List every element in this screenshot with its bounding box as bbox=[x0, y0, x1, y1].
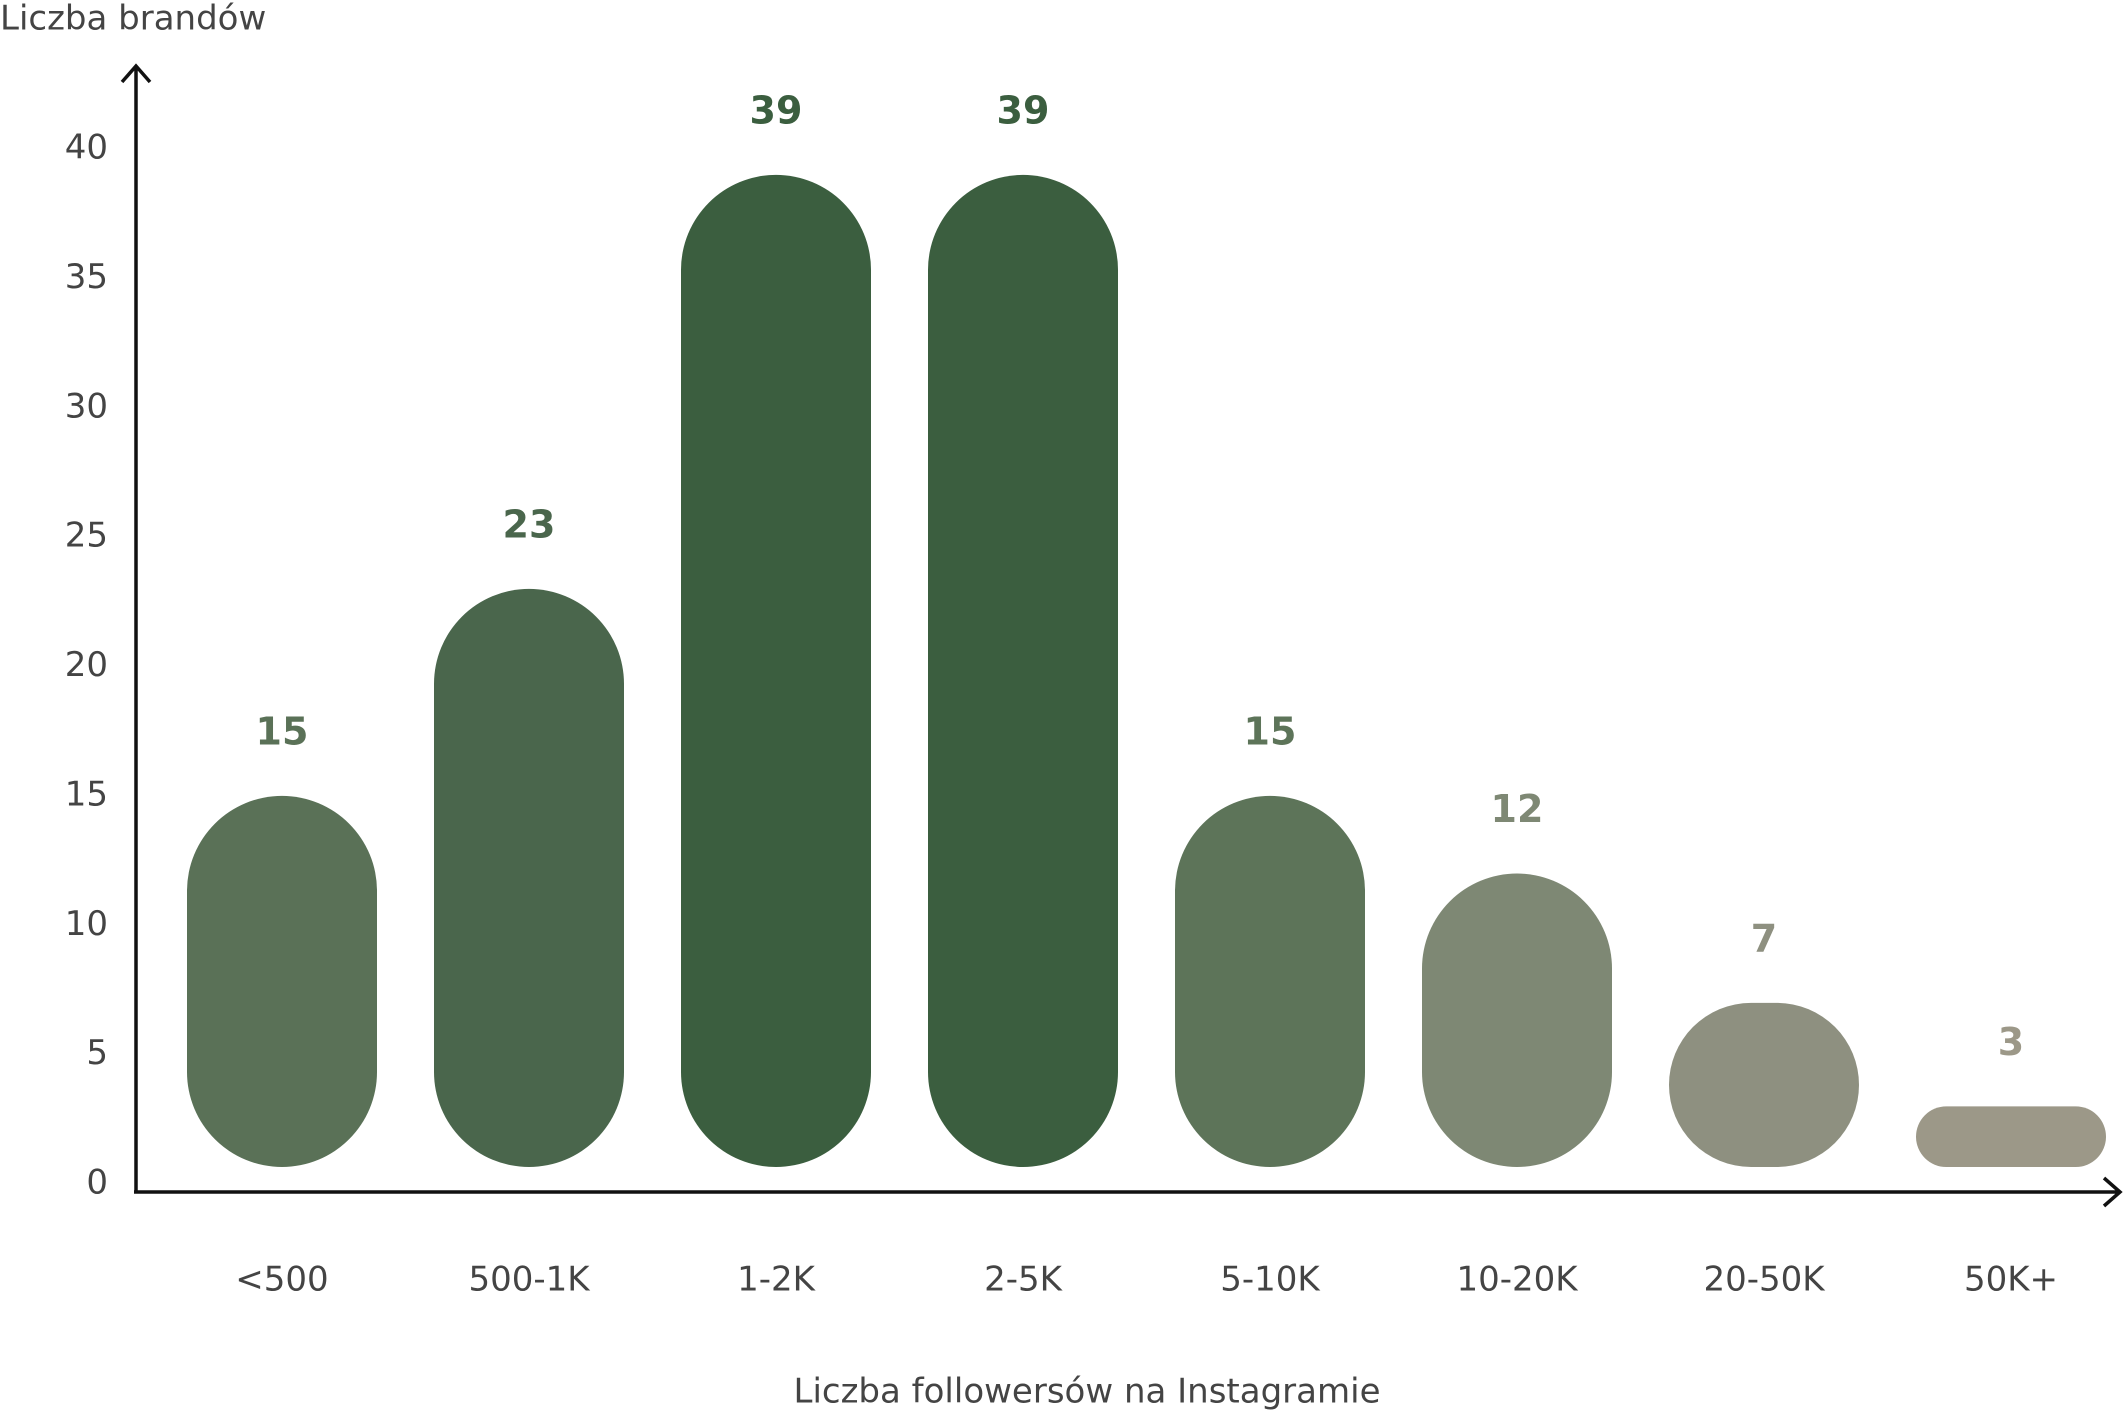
y-tick-label: 35 bbox=[65, 257, 108, 297]
y-tick-label: 10 bbox=[65, 904, 108, 944]
y-tick-label: 30 bbox=[65, 386, 108, 426]
value-label: 23 bbox=[503, 502, 556, 546]
y-axis-label: Liczba brandów bbox=[0, 0, 266, 39]
bar bbox=[1422, 873, 1612, 1167]
x-tick-label: <500 bbox=[235, 1260, 328, 1300]
bar bbox=[1916, 1106, 2106, 1167]
value-label: 3 bbox=[1998, 1020, 2024, 1064]
x-tick-label: 500-1K bbox=[468, 1260, 591, 1300]
bar bbox=[187, 795, 377, 1167]
y-tick-label: 15 bbox=[65, 774, 108, 814]
y-tick-label: 20 bbox=[65, 645, 108, 685]
value-label: 7 bbox=[1751, 916, 1777, 960]
value-label: 12 bbox=[1491, 787, 1544, 831]
axes bbox=[120, 63, 2123, 1208]
x-tick-label: 1-2K bbox=[737, 1260, 817, 1300]
bar bbox=[1669, 1002, 1859, 1167]
x-tick-label: 5-10K bbox=[1220, 1260, 1321, 1300]
y-tick-label: 25 bbox=[65, 516, 108, 556]
y-tick-label: 40 bbox=[65, 128, 108, 168]
x-tick-label: 10-20K bbox=[1456, 1260, 1579, 1300]
x-axis bbox=[134, 1176, 2123, 1208]
value-label: 39 bbox=[997, 88, 1050, 132]
value-label: 15 bbox=[256, 709, 309, 753]
x-tick-label: 2-5K bbox=[984, 1260, 1064, 1300]
x-tick-label: 50K+ bbox=[1964, 1260, 2058, 1300]
value-label: 39 bbox=[750, 88, 803, 132]
y-tick-label: 5 bbox=[86, 1033, 108, 1073]
x-tick-label: 20-50K bbox=[1703, 1260, 1826, 1300]
y-tick-label: 0 bbox=[86, 1163, 108, 1203]
bar bbox=[681, 174, 871, 1167]
bar bbox=[1175, 795, 1365, 1167]
x-axis-label: Liczba followersów na Instagramie bbox=[794, 1372, 1381, 1412]
bar bbox=[928, 174, 1118, 1167]
bar bbox=[434, 588, 624, 1167]
value-label: 15 bbox=[1244, 709, 1297, 753]
y-axis bbox=[120, 63, 152, 1192]
